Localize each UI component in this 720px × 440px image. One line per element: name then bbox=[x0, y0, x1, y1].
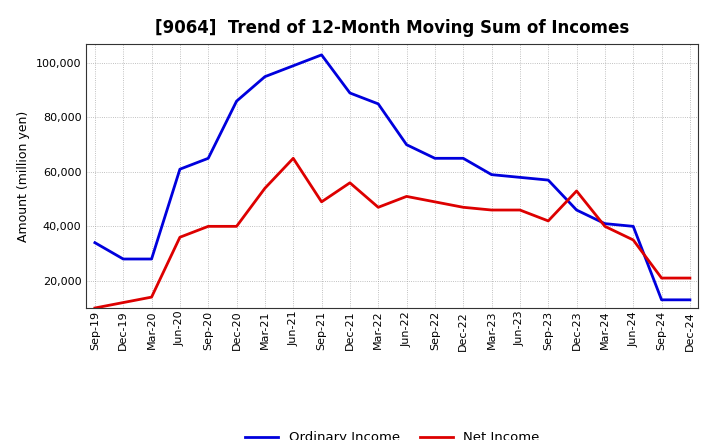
Ordinary Income bbox=[431, 156, 439, 161]
Ordinary Income bbox=[346, 90, 354, 95]
Ordinary Income bbox=[572, 207, 581, 213]
Legend: Ordinary Income, Net Income: Ordinary Income, Net Income bbox=[240, 425, 545, 440]
Ordinary Income bbox=[374, 101, 382, 106]
Ordinary Income bbox=[233, 99, 241, 104]
Ordinary Income bbox=[204, 156, 212, 161]
Ordinary Income bbox=[318, 52, 326, 58]
Net Income bbox=[657, 275, 666, 281]
Net Income bbox=[289, 156, 297, 161]
Ordinary Income bbox=[261, 74, 269, 79]
Ordinary Income bbox=[402, 142, 411, 147]
Net Income bbox=[459, 205, 467, 210]
Net Income bbox=[402, 194, 411, 199]
Line: Net Income: Net Income bbox=[95, 158, 690, 308]
Ordinary Income bbox=[289, 63, 297, 68]
Net Income bbox=[516, 207, 524, 213]
Net Income bbox=[204, 224, 212, 229]
Net Income bbox=[261, 186, 269, 191]
Net Income bbox=[600, 224, 609, 229]
Ordinary Income bbox=[629, 224, 637, 229]
Ordinary Income bbox=[91, 240, 99, 246]
Net Income bbox=[318, 199, 326, 205]
Ordinary Income bbox=[119, 257, 127, 262]
Title: [9064]  Trend of 12-Month Moving Sum of Incomes: [9064] Trend of 12-Month Moving Sum of I… bbox=[156, 19, 629, 37]
Line: Ordinary Income: Ordinary Income bbox=[95, 55, 690, 300]
Net Income bbox=[629, 237, 637, 242]
Net Income bbox=[176, 235, 184, 240]
Ordinary Income bbox=[600, 221, 609, 226]
Ordinary Income bbox=[544, 177, 552, 183]
Net Income bbox=[91, 305, 99, 311]
Net Income bbox=[685, 275, 694, 281]
Net Income bbox=[431, 199, 439, 205]
Y-axis label: Amount (million yen): Amount (million yen) bbox=[17, 110, 30, 242]
Net Income bbox=[544, 218, 552, 224]
Ordinary Income bbox=[487, 172, 496, 177]
Net Income bbox=[374, 205, 382, 210]
Ordinary Income bbox=[148, 257, 156, 262]
Net Income bbox=[346, 180, 354, 185]
Ordinary Income bbox=[176, 167, 184, 172]
Net Income bbox=[233, 224, 241, 229]
Net Income bbox=[487, 207, 496, 213]
Ordinary Income bbox=[685, 297, 694, 302]
Ordinary Income bbox=[657, 297, 666, 302]
Net Income bbox=[148, 294, 156, 300]
Net Income bbox=[572, 188, 581, 194]
Ordinary Income bbox=[516, 175, 524, 180]
Ordinary Income bbox=[459, 156, 467, 161]
Net Income bbox=[119, 300, 127, 305]
